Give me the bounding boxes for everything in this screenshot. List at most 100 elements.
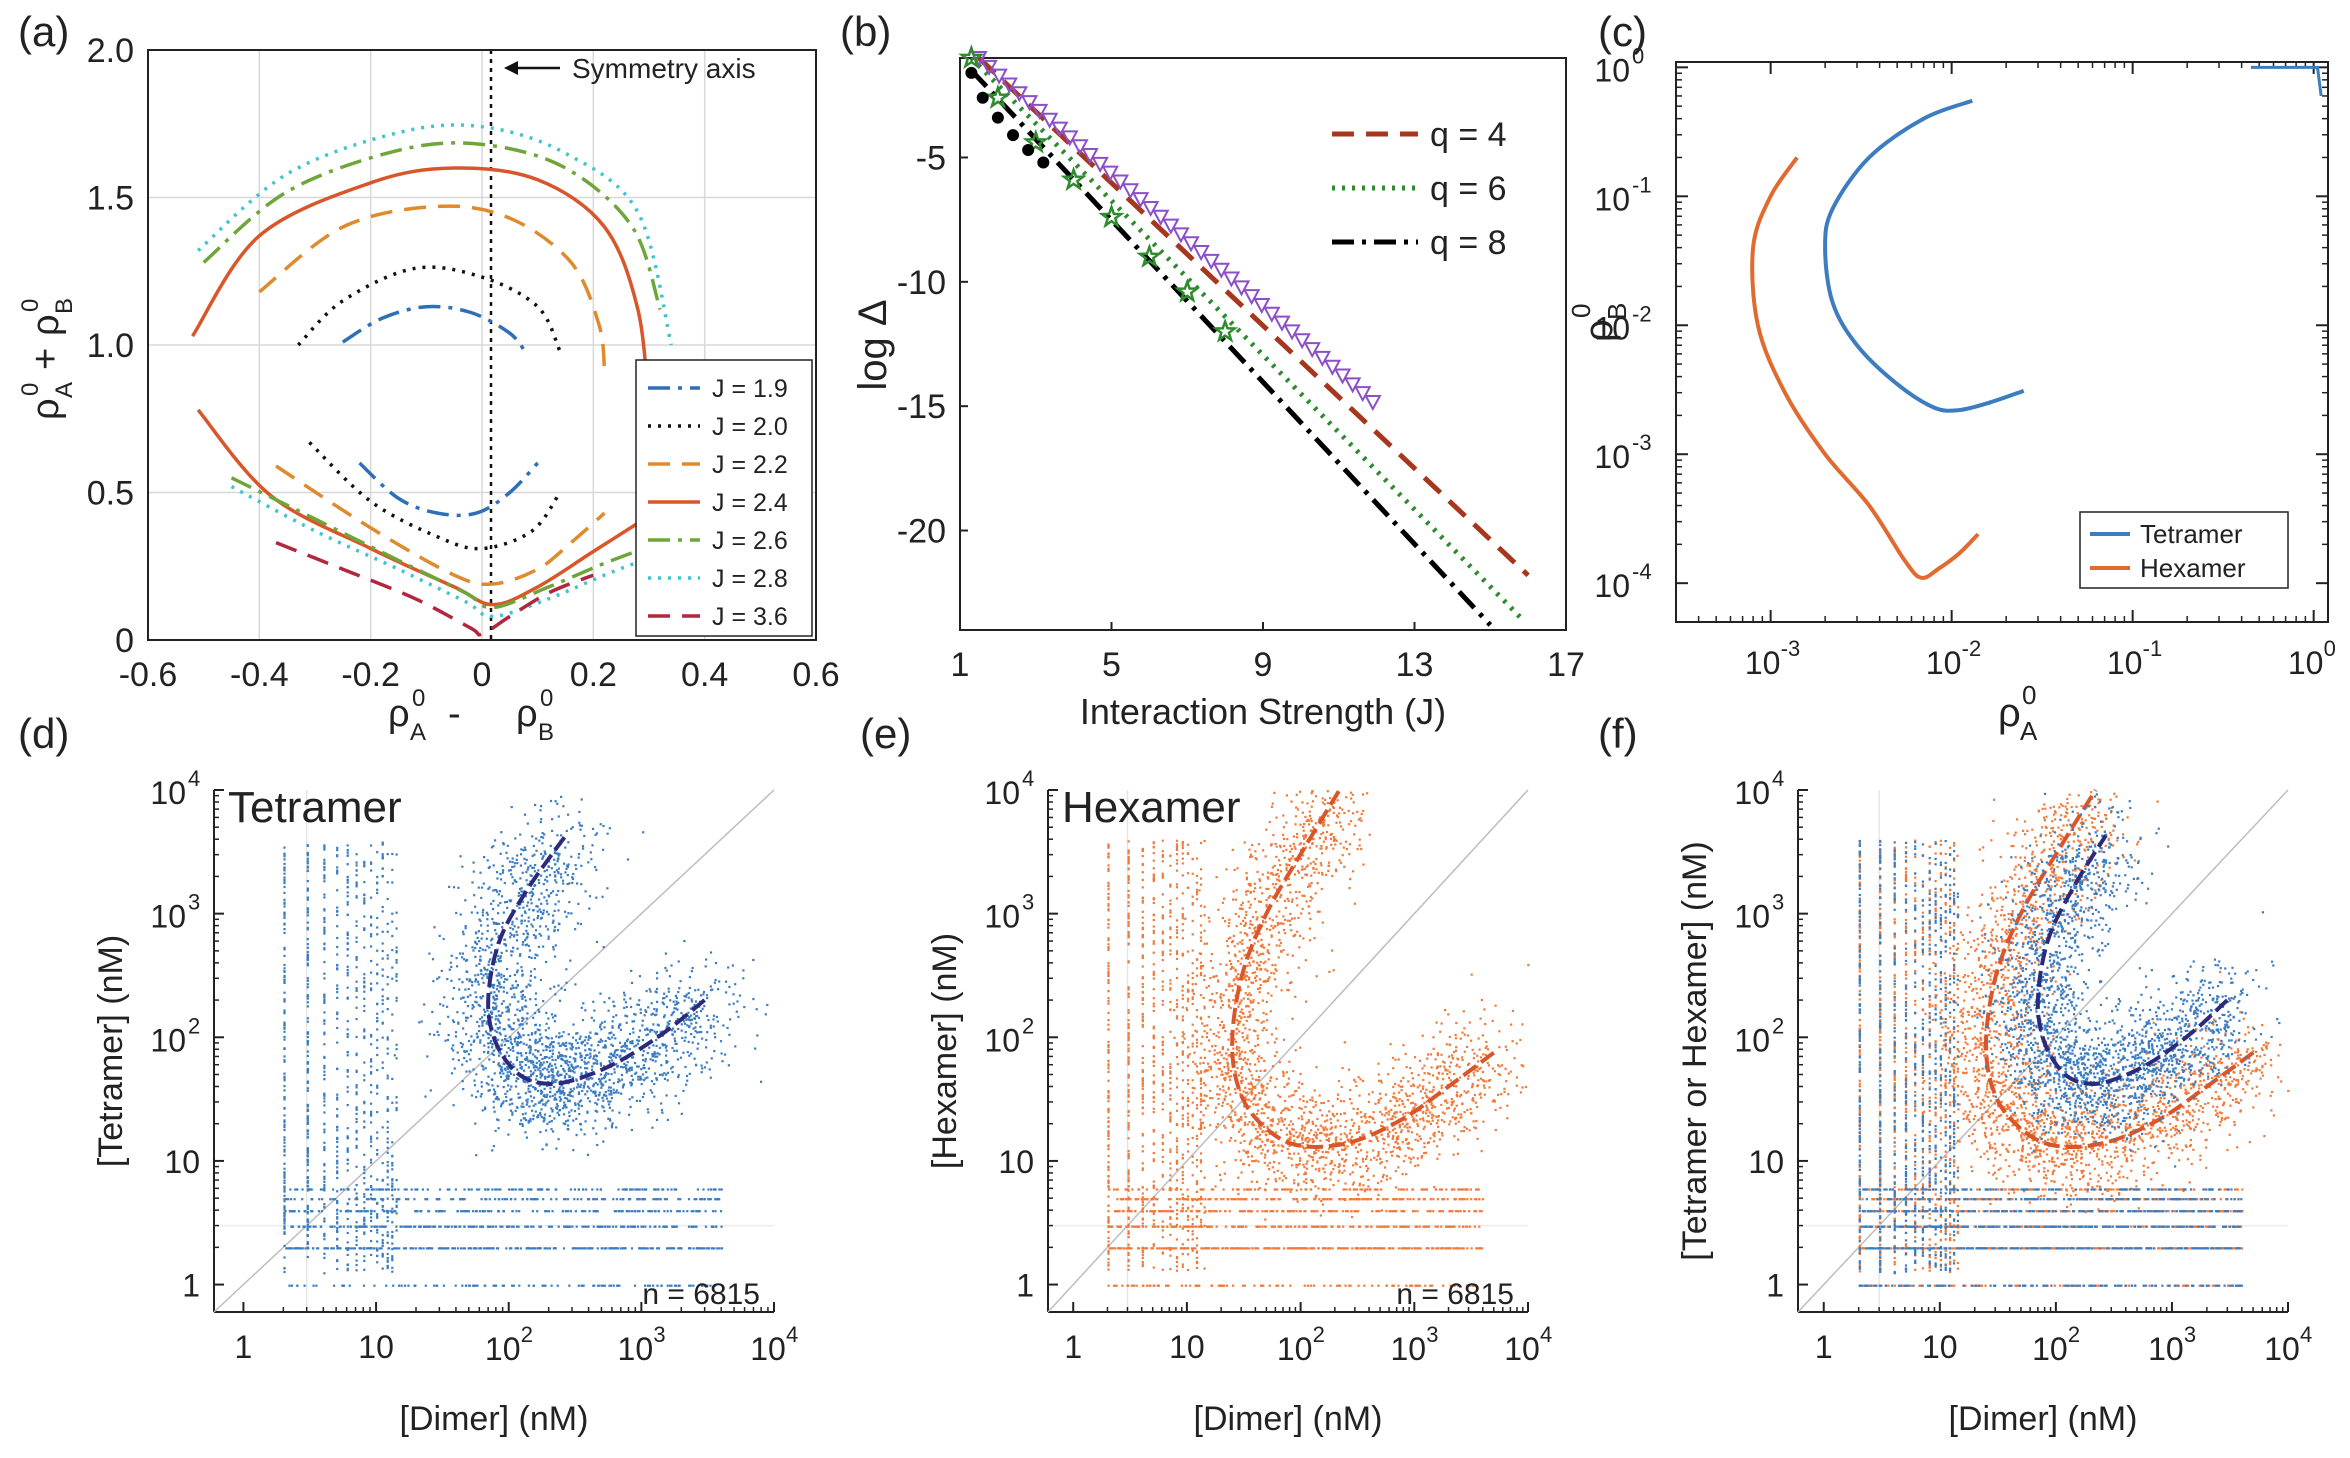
- data-point: [354, 1198, 357, 1201]
- data-point: [500, 986, 503, 989]
- data-point: [679, 1198, 682, 1201]
- data-point: [329, 1198, 332, 1201]
- data-point: [540, 1036, 543, 1039]
- data-point: [544, 1045, 547, 1048]
- data-point: [637, 1039, 641, 1042]
- data-point: [654, 1052, 657, 1055]
- data-point: [641, 1039, 644, 1042]
- data-point: [641, 1198, 644, 1201]
- data-point: [497, 958, 500, 961]
- data-point: [423, 1003, 426, 1006]
- data-point: [531, 1210, 534, 1213]
- data-point: [297, 1210, 301, 1213]
- data-point: [593, 1210, 597, 1213]
- data-point: [532, 1104, 535, 1107]
- data-point: [1271, 1166, 1274, 1169]
- data-point: [626, 858, 630, 861]
- data-point: [550, 1225, 554, 1228]
- data-point: [1234, 955, 1237, 958]
- data-point: [671, 1225, 674, 1228]
- data-point: [561, 1054, 564, 1058]
- data-point: [628, 1048, 631, 1051]
- x-axis-label: [Dimer] (nM): [400, 1400, 589, 1438]
- data-point: [1401, 1102, 1405, 1105]
- data-point: [1282, 922, 1285, 925]
- data-point: [476, 1284, 479, 1287]
- data-point: [692, 1027, 695, 1030]
- data-point: [734, 983, 737, 986]
- data-point: [506, 1225, 509, 1228]
- data-point: [336, 1150, 339, 1153]
- data-point: [418, 1021, 421, 1024]
- data-point: [1323, 803, 1326, 806]
- data-point: [661, 1074, 664, 1077]
- data-point: [682, 1089, 685, 1092]
- data-point: [1473, 1094, 1476, 1097]
- triangle-marker: [1141, 200, 1160, 218]
- data-point: [642, 1050, 645, 1053]
- data-point: [619, 1023, 622, 1026]
- data-point: [545, 1022, 548, 1025]
- data-point: [1339, 825, 1343, 828]
- data-point: [620, 1092, 623, 1095]
- data-point: [376, 1069, 379, 1072]
- data-point: [607, 1089, 610, 1092]
- data-point: [661, 1001, 664, 1004]
- data-point: [560, 1098, 563, 1101]
- data-point: [614, 1091, 617, 1094]
- data-point: [370, 896, 373, 899]
- data-point: [283, 911, 286, 914]
- data-point: [630, 1210, 634, 1213]
- data-point: [636, 1225, 639, 1228]
- triangle-marker: [1293, 333, 1311, 350]
- data-point: [363, 893, 366, 896]
- data-point: [381, 910, 384, 913]
- data-point: [560, 876, 563, 879]
- data-point: [283, 885, 286, 889]
- data-point: [712, 1225, 715, 1228]
- data-point: [551, 1049, 554, 1052]
- data-point: [512, 1225, 515, 1228]
- data-point: [346, 851, 349, 854]
- data-point: [592, 1127, 595, 1130]
- series-line: [341, 304, 528, 355]
- data-point: [519, 1034, 522, 1038]
- data-point: [363, 981, 366, 984]
- data-point: [521, 1102, 524, 1105]
- data-point: [620, 1225, 623, 1228]
- data-point: [363, 1246, 366, 1250]
- data-point: [568, 1066, 571, 1069]
- series-line: [358, 461, 539, 518]
- data-point: [565, 1120, 568, 1123]
- data-point: [502, 1100, 505, 1103]
- data-point: [528, 1044, 531, 1048]
- data-point: [386, 1183, 389, 1186]
- data-point: [607, 1117, 610, 1120]
- data-point: [571, 876, 574, 879]
- data-point: [554, 800, 557, 803]
- data-point: [395, 1057, 398, 1060]
- x-tick-exponent: 4: [1540, 1322, 1552, 1347]
- data-point: [567, 1033, 570, 1036]
- data-point: [1466, 1108, 1469, 1112]
- data-point: [380, 1198, 383, 1201]
- data-point: [283, 1154, 286, 1157]
- data-point: [559, 1089, 562, 1092]
- data-point: [559, 1054, 562, 1058]
- data-point: [492, 1145, 495, 1148]
- data-point: [323, 1272, 326, 1275]
- data-point: [372, 1188, 375, 1191]
- data-point: [602, 1046, 605, 1049]
- data-point: [590, 1068, 594, 1071]
- data-point: [661, 1043, 664, 1046]
- data-point: [1264, 1130, 1267, 1133]
- data-point: [434, 1225, 437, 1228]
- data-point: [1329, 1118, 1332, 1121]
- data-point: [522, 849, 525, 852]
- data-point: [283, 1190, 286, 1193]
- data-point: [391, 935, 394, 938]
- data-point: [439, 1003, 442, 1006]
- data-point: [693, 1057, 696, 1060]
- data-point: [303, 1284, 306, 1287]
- data-point: [690, 1052, 693, 1055]
